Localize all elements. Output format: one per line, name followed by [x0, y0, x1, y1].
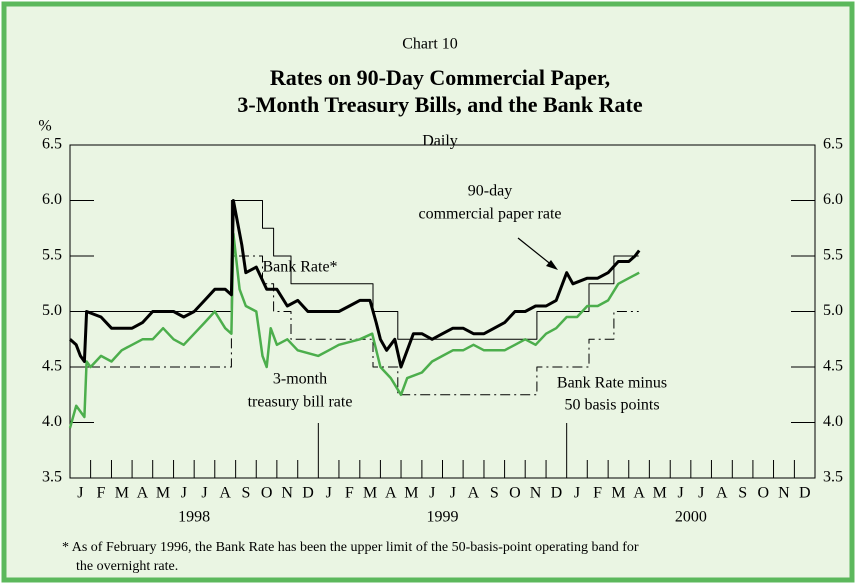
y-tick-label: 3.5 [823, 469, 843, 486]
y-tick-label: 4.5 [823, 358, 843, 375]
arrow-line [517, 237, 554, 267]
x-tick-label: J [201, 485, 207, 502]
x-tick-label: D [799, 485, 811, 502]
annotation: Bank Rate minus [557, 375, 667, 392]
chart-title: Rates on 90-Day Commercial Paper, [270, 65, 610, 90]
y-tick-label: 6.0 [823, 191, 843, 208]
series-line [70, 200, 639, 340]
x-tick-label: F [97, 485, 106, 502]
x-tick-label: J [698, 485, 704, 502]
chart-title: 3-Month Treasury Bills, and the Bank Rat… [237, 92, 642, 117]
x-tick-label: D [551, 485, 563, 502]
x-tick-label: J [574, 485, 580, 502]
annotation: 3-month [273, 371, 327, 388]
year-label: 1999 [427, 509, 459, 526]
x-tick-label: M [156, 485, 170, 502]
y-tick-label: 6.5 [42, 136, 62, 153]
y-tick-label: 6.5 [823, 136, 843, 153]
x-tick-label: S [738, 485, 747, 502]
x-tick-label: M [653, 485, 667, 502]
annotation: Bank Rate* [262, 259, 337, 276]
series-line [68, 232, 640, 429]
y-tick-label: 3.5 [42, 469, 62, 486]
y-tick-label: 4.0 [42, 413, 62, 430]
x-tick-label: S [242, 485, 251, 502]
x-tick-label: O [757, 485, 769, 502]
annotation: 50 basis points [564, 397, 659, 414]
x-tick-label: F [345, 485, 354, 502]
annotation: 90-day [468, 183, 512, 200]
footnote: * As of February 1996, the Bank Rate has… [62, 540, 639, 555]
series-line [70, 255, 639, 396]
y-tick-label: 4.5 [42, 358, 62, 375]
x-tick-label: D [302, 485, 314, 502]
footnote: the overnight rate. [76, 559, 178, 574]
y-tick-label: 4.0 [823, 413, 843, 430]
x-tick-label: N [778, 485, 790, 502]
x-tick-label: A [468, 485, 480, 502]
year-label: 1998 [178, 509, 210, 526]
annotation: commercial paper rate [418, 206, 561, 223]
subtitle: Daily [422, 133, 458, 150]
y-tick-label: 6.0 [42, 191, 62, 208]
x-tick-label: N [281, 485, 293, 502]
chart-label: Chart 10 [402, 36, 458, 53]
x-tick-label: A [716, 485, 728, 502]
y-axis-label: % [38, 118, 51, 135]
x-tick-label: M [404, 485, 418, 502]
x-tick-label: M [363, 485, 377, 502]
x-tick-label: J [326, 485, 332, 502]
x-tick-label: A [633, 485, 645, 502]
annotation: treasury bill rate [248, 394, 353, 411]
y-tick-label: 5.5 [42, 247, 62, 264]
x-tick-label: M [611, 485, 625, 502]
x-tick-label: A [137, 485, 149, 502]
x-tick-label: M [115, 485, 129, 502]
year-label: 2000 [675, 509, 707, 526]
series-line [69, 199, 641, 369]
x-tick-label: O [261, 485, 273, 502]
x-tick-label: O [509, 485, 521, 502]
x-tick-label: A [385, 485, 397, 502]
x-tick-label: J [77, 485, 83, 502]
x-tick-label: S [490, 485, 499, 502]
x-tick-label: N [530, 485, 542, 502]
y-tick-label: 5.5 [823, 247, 843, 264]
x-tick-label: F [593, 485, 602, 502]
x-tick-label: A [219, 485, 231, 502]
x-tick-label: J [429, 485, 435, 502]
x-tick-label: J [677, 485, 683, 502]
x-tick-label: J [450, 485, 456, 502]
arrow-head [546, 260, 558, 270]
x-tick-label: J [181, 485, 187, 502]
y-tick-label: 5.0 [42, 302, 62, 319]
y-tick-label: 5.0 [823, 302, 843, 319]
